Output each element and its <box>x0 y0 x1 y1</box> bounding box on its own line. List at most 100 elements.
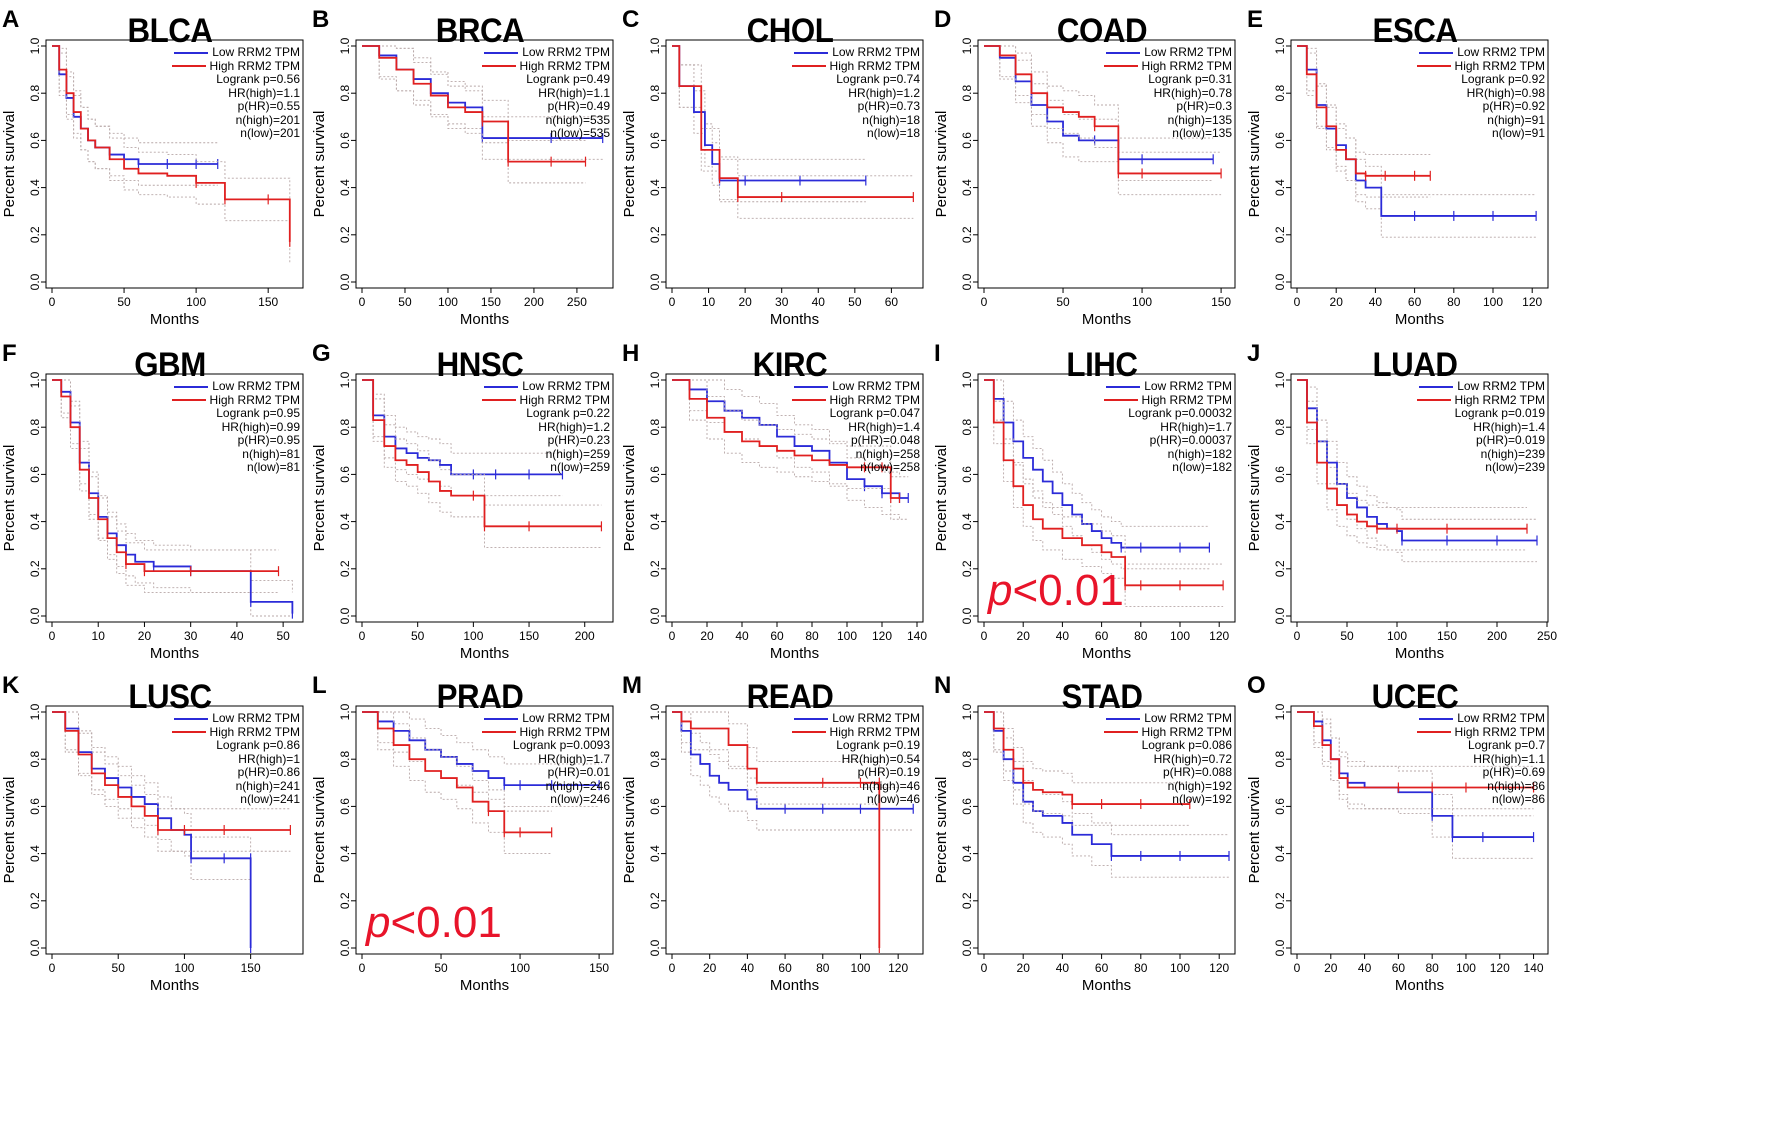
x-tick-label: 100 <box>1387 629 1407 643</box>
chart-title: LIHC <box>1066 346 1138 384</box>
x-tick-label: 0 <box>49 629 56 643</box>
legend-swatch <box>171 65 206 68</box>
x-tick-label: 200 <box>575 629 595 643</box>
legend-entry: Low RRM2 TPM <box>482 45 610 60</box>
y-axis-label: Percent survival <box>311 111 328 218</box>
legend-label: Low RRM2 TPM <box>832 379 920 393</box>
stat-line: p(HR)=0.49 <box>547 99 610 113</box>
y-tick-label: 0.4 <box>28 845 42 862</box>
km-curve-high <box>52 45 291 242</box>
y-tick-label: 0.0 <box>28 273 42 290</box>
x-tick-label: 100 <box>837 629 857 643</box>
y-tick-label: 0.8 <box>1273 419 1287 436</box>
panel-esca: E ESCA 0.0 0.2 0.4 0.6 0.8 1.0 0 20 40 60 80 100 120 Mo… <box>1245 6 1555 336</box>
km-curve-high <box>1297 711 1534 789</box>
legend-swatch <box>1416 399 1451 402</box>
legend-swatch <box>1416 731 1451 734</box>
x-tick-label: 40 <box>741 961 755 975</box>
legend-label: High RRM2 TPM <box>829 724 920 739</box>
stat-line: HR(high)=0.54 <box>841 751 920 766</box>
legend-entry: High RRM2 TPM <box>791 59 920 74</box>
legend-label: Low RRM2 TPM <box>212 379 300 393</box>
ci-band-high <box>362 379 602 506</box>
chart-title: KIRC <box>752 346 828 384</box>
stat-line: n(high)=46 <box>862 778 920 793</box>
panel-lihc: I LIHC 0.0 0.2 0.4 0.6 0.8 1.0 0 20 40 60 80 100 120 Mo… <box>932 340 1242 670</box>
x-tick-label: 10 <box>92 629 106 643</box>
stat-line: Logrank p=0.086 <box>1141 738 1232 752</box>
legend-label: Low RRM2 TPM <box>1144 45 1232 59</box>
ci-band-high <box>362 711 552 855</box>
km-plot: 0.0 0.2 0.4 0.6 0.8 1.0 0 50 100 150 200 Months Perc… <box>311 371 614 662</box>
chart-title: COAD <box>1056 12 1148 50</box>
ci-band-high <box>362 379 602 549</box>
y-tick-label: 0.4 <box>648 513 662 530</box>
x-tick-label: 20 <box>1324 961 1338 975</box>
x-tick-label: 0 <box>49 961 56 975</box>
km-plot: 0.0 0.2 0.4 0.6 0.8 1.0 0 50 100 150 Months Percent… <box>1 703 304 994</box>
ci-band-high <box>362 45 586 141</box>
p-symbol: p <box>988 566 1013 615</box>
stat-line: n(low)=18 <box>866 126 920 140</box>
panel-ucec: O UCEC 0.0 0.2 0.4 0.6 0.8 1.0 0 20 40 60 80 100 120 14… <box>1245 672 1555 1002</box>
km-curve-low <box>362 45 603 139</box>
panel-brca: B BRCA 0.0 0.2 0.4 0.6 0.8 1.0 0 50 100 150 200 250 Mo… <box>310 6 620 336</box>
x-tick-label: 20 <box>138 629 152 643</box>
chart-title: HNSC <box>436 346 524 384</box>
y-tick-label: 0.2 <box>28 226 42 243</box>
y-tick-label: 0.2 <box>28 892 42 909</box>
y-tick-label: 0.0 <box>1273 607 1287 624</box>
x-axis-label: Months <box>460 977 509 994</box>
x-tick-label: 60 <box>1408 295 1422 309</box>
legend-label: High RRM2 TPM <box>829 392 920 407</box>
stat-line: Logrank p=0.31 <box>1148 72 1232 86</box>
legend-label: Low RRM2 TPM <box>1457 45 1545 59</box>
x-tick-label: 50 <box>848 295 862 309</box>
stat-line: n(low)=246 <box>550 792 610 806</box>
y-tick-label: 0.4 <box>1273 513 1287 530</box>
y-tick-label: 0.2 <box>338 226 352 243</box>
legend-entry: High RRM2 TPM <box>1103 725 1232 740</box>
y-tick-label: 0.8 <box>1273 85 1287 102</box>
x-tick-label: 10 <box>702 295 716 309</box>
legend-swatch <box>174 385 209 388</box>
y-tick-label: 0.4 <box>960 179 974 196</box>
y-tick-label: 0.0 <box>338 939 352 956</box>
y-tick-label: 1.0 <box>28 703 42 720</box>
y-tick-label: 0.0 <box>648 939 662 956</box>
y-tick-label: 0.6 <box>28 466 42 483</box>
x-tick-label: 0 <box>1294 961 1301 975</box>
x-tick-label: 150 <box>519 629 539 643</box>
y-tick-label: 0.0 <box>28 607 42 624</box>
legend-swatch <box>481 65 516 68</box>
x-tick-label: 120 <box>1490 961 1510 975</box>
legend-swatch <box>791 731 826 734</box>
stat-line: n(high)=91 <box>1487 112 1545 127</box>
x-tick-label: 120 <box>1209 629 1229 643</box>
x-axis-label: Months <box>1395 977 1444 994</box>
stat-line: HR(high)=0.98 <box>1466 85 1545 100</box>
stat-line: n(low)=86 <box>1491 792 1545 806</box>
km-plot: 0.0 0.2 0.4 0.6 0.8 1.0 0 50 100 150 Months Percent… <box>1 37 304 328</box>
stat-line: Logrank p=0.92 <box>1461 72 1545 86</box>
panel-letter: E <box>1247 6 1264 33</box>
x-tick-label: 60 <box>770 629 784 643</box>
km-curve-low <box>984 379 1210 549</box>
x-axis-label: Months <box>1395 311 1444 328</box>
y-tick-label: 0.4 <box>960 513 974 530</box>
y-axis-label: Percent survival <box>1 445 18 552</box>
plot-frame <box>355 705 614 955</box>
legend-entry: High RRM2 TPM <box>1416 393 1545 408</box>
legend-entry: High RRM2 TPM <box>481 393 610 408</box>
x-tick-label: 100 <box>850 961 870 975</box>
km-curve-high <box>672 379 900 499</box>
panel-letter: G <box>312 340 331 367</box>
stat-line: p(HR)=0.00037 <box>1149 433 1232 447</box>
x-tick-label: 60 <box>1392 961 1406 975</box>
panel-prad: L PRAD 0.0 0.2 0.4 0.6 0.8 1.0 0 50 100 150 Months Pe… <box>310 672 620 1002</box>
ci-band-low <box>362 45 603 160</box>
legend-swatch <box>1103 399 1138 402</box>
ci-band-low <box>362 711 600 765</box>
y-tick-label: 0.2 <box>1273 226 1287 243</box>
plot-frame <box>355 39 614 289</box>
